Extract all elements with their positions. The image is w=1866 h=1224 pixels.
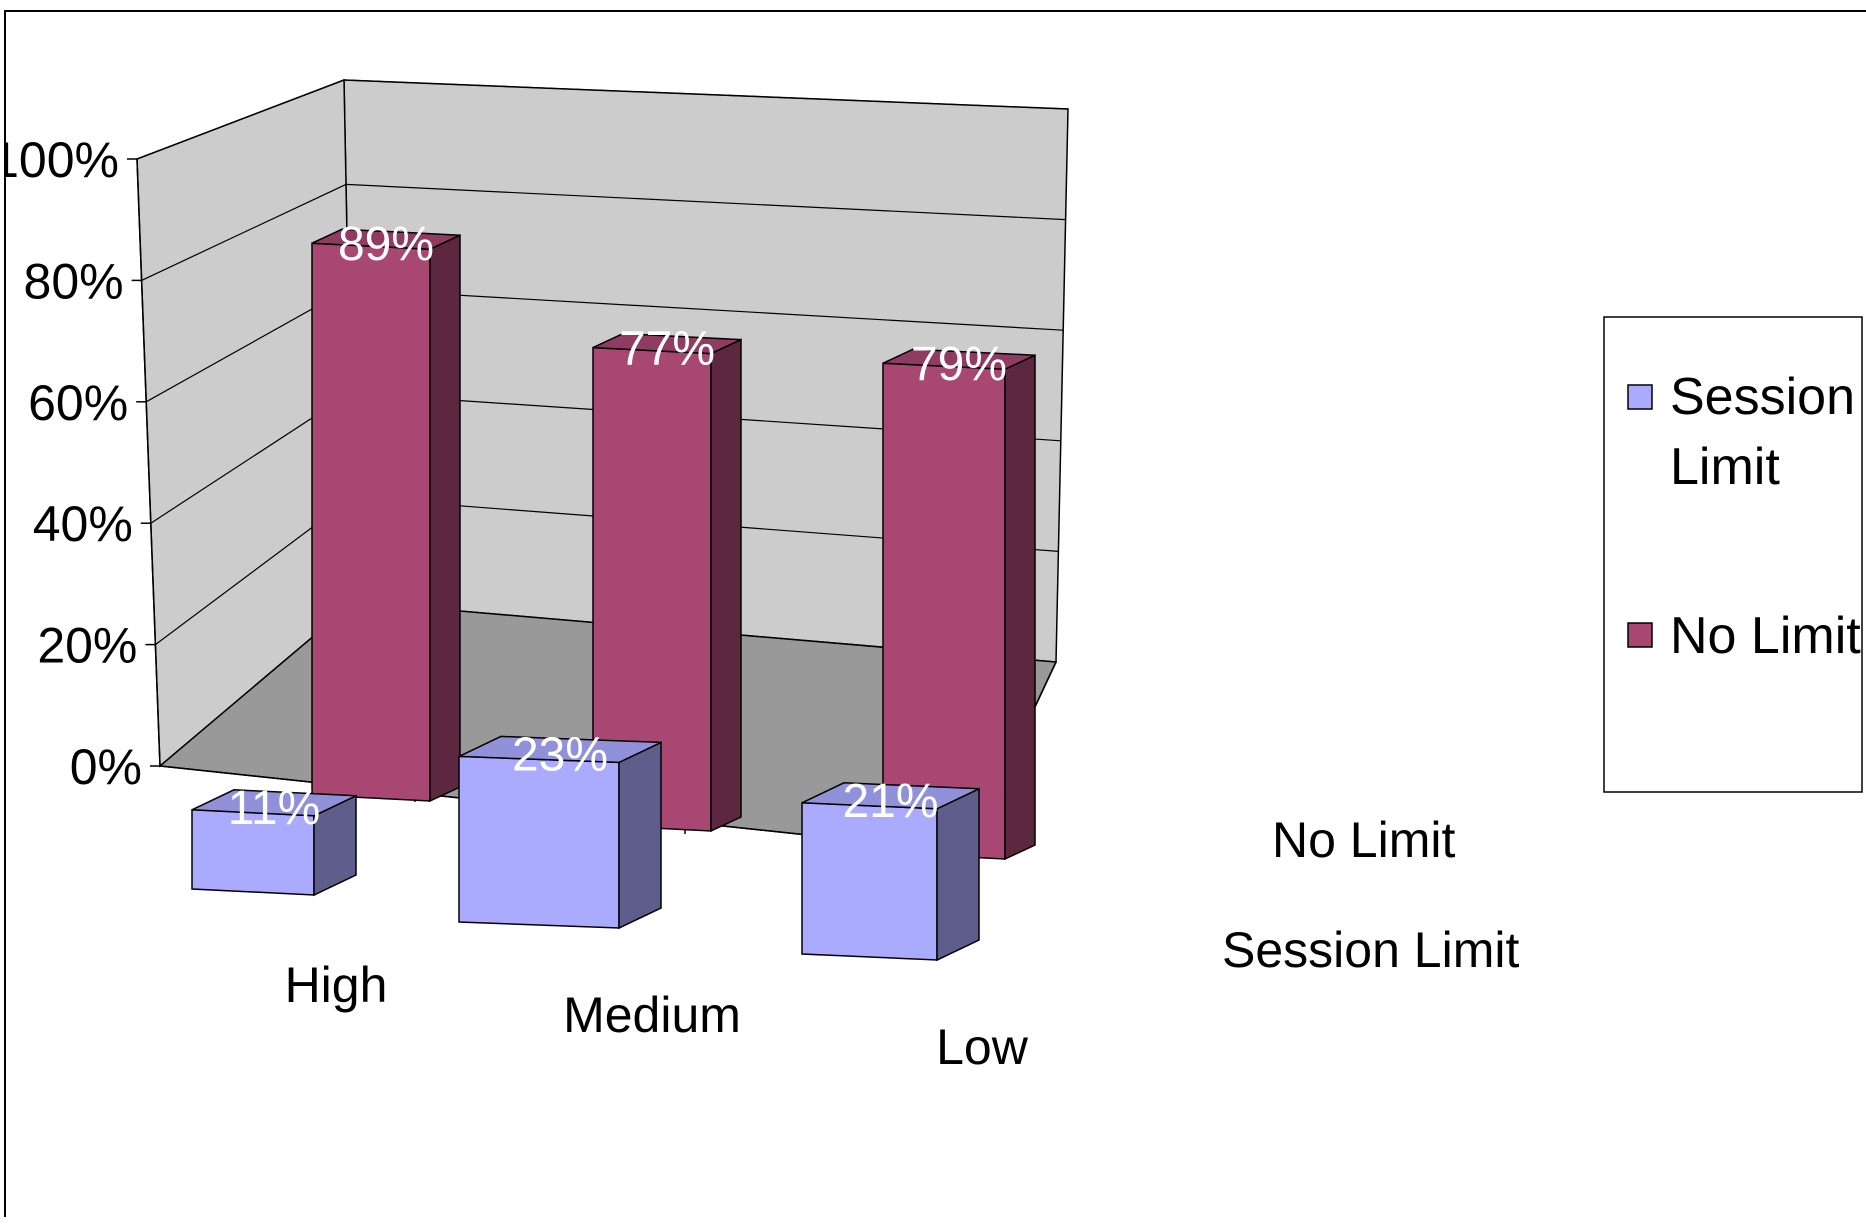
gridline bbox=[141, 183, 1066, 281]
y-tick-label: 100% bbox=[6, 132, 119, 188]
bar-top bbox=[458, 735, 662, 764]
legend-label-no-limit: No Limit bbox=[1670, 607, 1861, 665]
bar-side bbox=[618, 741, 662, 930]
bar-top bbox=[882, 348, 1036, 370]
bar-side bbox=[936, 787, 980, 962]
depth-category-label: No Limit bbox=[1272, 812, 1455, 868]
data-label: 79% bbox=[911, 338, 1007, 391]
bar-side bbox=[1004, 354, 1036, 861]
data-label: 77% bbox=[619, 323, 715, 376]
bar-front bbox=[311, 242, 431, 802]
data-label: 11% bbox=[228, 782, 321, 835]
bar-top bbox=[592, 332, 742, 355]
y-tick-label: 80% bbox=[24, 253, 124, 309]
legend: Session Limit No Limit bbox=[1603, 316, 1863, 793]
y-axis-line bbox=[136, 158, 161, 767]
legend-label-session-limit-line2: Limit bbox=[1670, 438, 1780, 496]
bar-top bbox=[311, 228, 461, 250]
chart-frame: 0% 20% 40% 60% 80% 100% High Medium Low Session L… bbox=[0, 10, 1866, 1217]
x-category-label: Medium bbox=[563, 987, 741, 1043]
y-tick-label: 60% bbox=[28, 375, 128, 431]
bars bbox=[191, 228, 1036, 962]
depth-category-label: Session Limit bbox=[1222, 922, 1519, 978]
bar-top bbox=[191, 789, 357, 817]
labels: 89% 77% 79% 11% 23% 21% bbox=[228, 218, 1007, 835]
data-label: 21% bbox=[842, 775, 938, 828]
legend-swatch-session-limit bbox=[1627, 384, 1653, 410]
bar-front bbox=[458, 755, 620, 929]
bar-side bbox=[429, 234, 461, 803]
chart-svg: 0% 20% 40% 60% 80% 100% High Medium Low Session L… bbox=[0, 78, 1863, 1075]
legend-swatch-no-limit bbox=[1627, 622, 1653, 648]
x-category-label: High bbox=[285, 957, 388, 1013]
data-label: 89% bbox=[338, 218, 434, 271]
y-tick-label: 20% bbox=[37, 618, 137, 674]
y-tick-label: 40% bbox=[33, 496, 133, 552]
data-label: 23% bbox=[512, 728, 608, 781]
y-tick-label: 0% bbox=[70, 739, 142, 795]
bar-top bbox=[801, 782, 980, 810]
gridline bbox=[136, 79, 1069, 160]
x-category-label: Low bbox=[936, 1019, 1029, 1075]
bar-side bbox=[710, 338, 742, 833]
legend-label-session-limit-line1: Session bbox=[1670, 368, 1855, 426]
